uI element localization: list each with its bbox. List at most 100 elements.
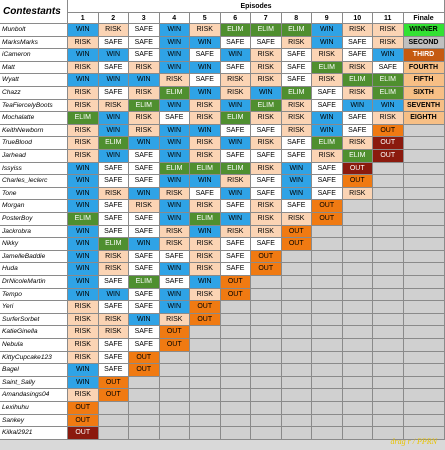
result-cell: [251, 414, 282, 428]
result-cell: WIN: [159, 150, 190, 163]
result-cell: RISK: [190, 112, 221, 125]
result-cell: SAFE: [281, 49, 312, 62]
result-cell: ELIM: [342, 74, 373, 87]
result-cell: RISK: [281, 36, 312, 50]
result-cell: [281, 276, 312, 289]
result-cell: [281, 326, 312, 339]
contestant-name: Jarhead: [0, 150, 68, 163]
result-cell: RISK: [312, 49, 343, 62]
result-cell: RISK: [68, 61, 99, 75]
result-cell: WIN: [68, 288, 99, 302]
result-cell: WIN: [159, 175, 190, 188]
result-cell: OUT: [159, 326, 190, 339]
result-cell: RISK: [342, 87, 373, 100]
result-cell: WIN: [159, 213, 190, 226]
result-cell: [312, 313, 343, 327]
result-cell: SAFE: [281, 137, 312, 150]
result-cell: [220, 402, 251, 415]
result-cell: SAFE: [220, 263, 251, 276]
result-cell: RISK: [342, 61, 373, 75]
result-cell: SAFE: [98, 225, 129, 239]
contestant-name: Tone: [0, 187, 68, 201]
result-cell: SAFE: [312, 175, 343, 188]
contestant-name: Nikky: [0, 238, 68, 251]
result-cell: [403, 225, 445, 239]
result-cell: RISK: [159, 225, 190, 239]
contestant-name: Mochalatte: [0, 112, 68, 125]
result-cell: [129, 389, 160, 402]
result-cell: SAFE: [98, 162, 129, 176]
result-cell: OUT: [312, 213, 343, 226]
result-cell: [373, 276, 404, 289]
result-cell: SAFE: [312, 99, 343, 113]
result-cell: WIN: [68, 238, 99, 251]
contestant-name: iCameron: [0, 49, 68, 62]
result-cell: [342, 427, 373, 440]
result-cell: WIN: [220, 137, 251, 150]
result-cell: [159, 364, 190, 377]
result-cell: OUT: [190, 301, 221, 314]
contestant-name: KatieGinella: [0, 326, 68, 339]
result-cell: [403, 263, 445, 276]
result-cell: RISK: [68, 87, 99, 100]
result-cell: SAFE: [159, 112, 190, 125]
result-cell: [281, 339, 312, 352]
result-cell: [190, 414, 221, 428]
result-cell: OUT: [342, 175, 373, 188]
result-cell: ELIM: [190, 162, 221, 176]
result-cell: SAFE: [312, 162, 343, 176]
result-cell: ELIM: [373, 74, 404, 87]
result-cell: RISK: [281, 213, 312, 226]
result-cell: RISK: [281, 112, 312, 125]
result-cell: [403, 124, 445, 138]
result-cell: [129, 376, 160, 390]
result-cell: WIN: [68, 276, 99, 289]
result-cell: [251, 364, 282, 377]
result-cell: [403, 150, 445, 163]
result-cell: [373, 288, 404, 302]
result-cell: [159, 376, 190, 390]
contestant-name: Kilkal2921: [0, 427, 68, 440]
result-cell: [403, 187, 445, 201]
result-cell: SAFE: [342, 49, 373, 62]
result-cell: SAFE: [129, 250, 160, 264]
result-cell: RISK: [342, 24, 373, 37]
result-cell: RISK: [190, 24, 221, 37]
result-cell: [98, 414, 129, 428]
result-cell: SAFE: [98, 351, 129, 365]
result-cell: [251, 339, 282, 352]
result-cell: [281, 389, 312, 402]
result-cell: ELIM: [159, 162, 190, 176]
result-cell: SAFE: [190, 49, 221, 62]
result-cell: [373, 376, 404, 390]
contestant-name: Saint_Sally: [0, 376, 68, 390]
result-cell: ELIM: [129, 99, 160, 113]
contestant-name: JamelleBaddie: [0, 250, 68, 264]
result-cell: RISK: [129, 87, 160, 100]
result-cell: SAFE: [98, 301, 129, 314]
result-cell: [281, 288, 312, 302]
result-cell: [312, 288, 343, 302]
result-cell: WIN: [159, 124, 190, 138]
result-cell: [403, 389, 445, 402]
result-cell: RISK: [98, 263, 129, 276]
result-cell: [312, 414, 343, 428]
result-cell: SAFE: [220, 200, 251, 213]
result-cell: WIN: [373, 49, 404, 62]
result-cell: [190, 389, 221, 402]
result-cell: [251, 351, 282, 365]
result-cell: [129, 402, 160, 415]
result-cell: ELIM: [281, 24, 312, 37]
result-cell: [373, 175, 404, 188]
contestant-name: Nebula: [0, 339, 68, 352]
result-cell: [403, 339, 445, 352]
result-cell: [342, 339, 373, 352]
result-cell: RISK: [129, 61, 160, 75]
result-cell: RISK: [251, 112, 282, 125]
result-cell: [98, 427, 129, 440]
result-cell: RISK: [68, 326, 99, 339]
result-cell: [281, 364, 312, 377]
result-cell: [312, 250, 343, 264]
result-cell: WIN: [159, 288, 190, 302]
